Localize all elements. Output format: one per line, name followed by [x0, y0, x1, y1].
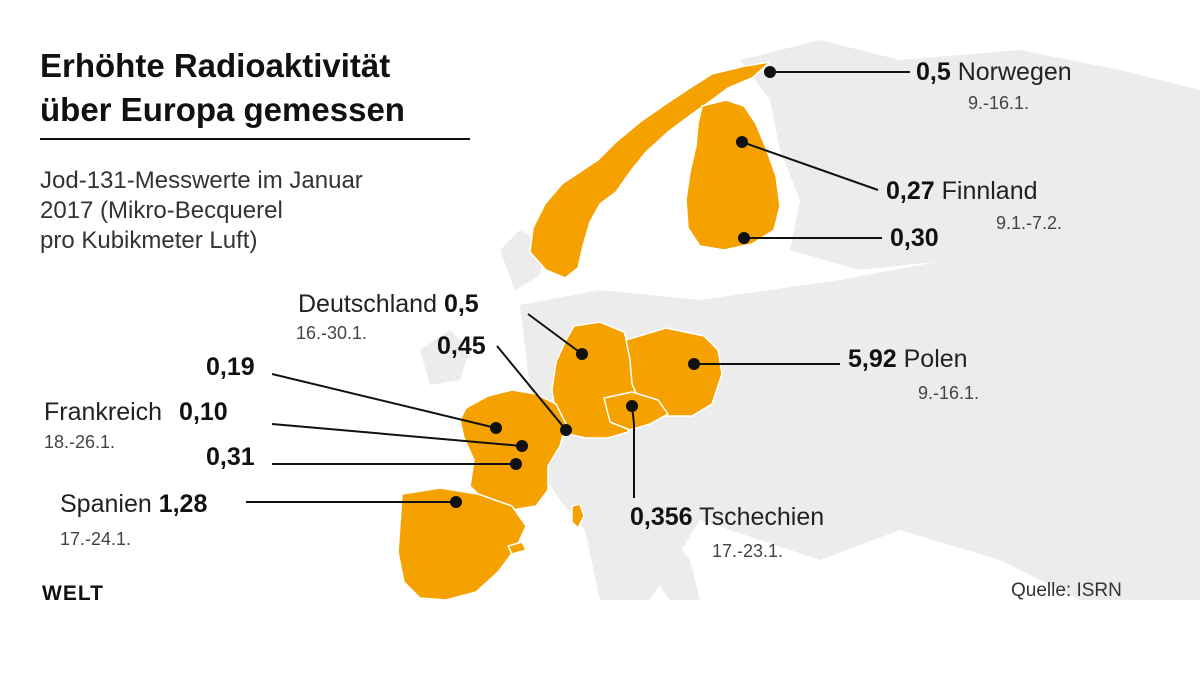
- period-poland: 9.-16.1.: [918, 383, 980, 403]
- point-poland: [688, 358, 700, 370]
- country-name-finland: Finnland: [941, 177, 1038, 205]
- title-line-2: über Europa gemessen: [40, 91, 405, 128]
- title-underline: [40, 138, 470, 140]
- welt-logo: WELT: [42, 582, 104, 605]
- country-name-czechia: Tschechien: [699, 503, 825, 531]
- leader-line-germany: [527, 313, 583, 355]
- value-finland-1: 0,27: [886, 177, 935, 205]
- period-spain: 17.-24.1.: [60, 529, 132, 549]
- label-france-3: 0,31: [206, 442, 255, 472]
- point-spain: [450, 496, 462, 508]
- point-norway: [764, 66, 776, 78]
- point-czechia: [626, 400, 638, 412]
- point-finland-2: [738, 232, 750, 244]
- point-finland-1: [736, 136, 748, 148]
- chart-title: Erhöhte Radioaktivität über Europa gemes…: [40, 44, 470, 140]
- point-france-2: [516, 440, 528, 452]
- island-corsica: [571, 503, 585, 529]
- leader-line-czechia: [631, 405, 635, 498]
- period-france: 18.-26.1.: [44, 432, 116, 452]
- leader-line-france-1: [271, 373, 497, 429]
- point-france-3: [510, 458, 522, 470]
- value-germany-2: 0,45: [437, 332, 486, 360]
- country-finland: [685, 99, 781, 251]
- country-name-poland: Polen: [903, 345, 968, 373]
- country-france: [459, 389, 567, 511]
- country-poland: [625, 327, 723, 417]
- leader-line-france-2: [271, 423, 523, 447]
- source-note: Quelle: ISRN: [1011, 580, 1122, 601]
- point-germany: [576, 348, 588, 360]
- country-norway: [529, 61, 771, 279]
- country-name-germany: Deutschland: [298, 290, 437, 318]
- highlighted-countries: [397, 61, 781, 601]
- value-france-2: 0,10: [179, 398, 228, 426]
- period-germany: 16.-30.1.: [296, 323, 368, 343]
- subtitle-line-3: pro Kubikmeter Luft): [40, 227, 258, 254]
- chart-subtitle: Jod-131-Messwerte im Januar 2017 (Mikro-…: [40, 166, 520, 256]
- title-line-1: Erhöhte Radioaktivität: [40, 47, 391, 84]
- period-norway: 9.-16.1.: [968, 93, 1030, 113]
- label-czechia: 0,356 Tschechien: [630, 502, 824, 532]
- value-finland-2: 0,30: [890, 224, 939, 252]
- label-germany-2: 0,45: [437, 331, 486, 361]
- island-balearics: [507, 541, 527, 555]
- label-germany: Deutschland 0,5: [298, 289, 479, 319]
- country-name-norway: Norwegen: [957, 58, 1072, 86]
- country-name-spain: Spanien: [60, 490, 152, 518]
- point-france-1: [490, 422, 502, 434]
- value-czechia: 0,356: [630, 503, 693, 531]
- label-finland-1: 0,27 Finnland: [886, 176, 1038, 206]
- label-finland-2: 0,30: [890, 223, 939, 253]
- period-czechia: 17.-23.1.: [712, 541, 784, 561]
- leader-lines: [246, 71, 910, 503]
- point-germany-2: [560, 424, 572, 436]
- country-name-france: Frankreich: [44, 398, 163, 426]
- value-germany: 0,5: [443, 290, 479, 318]
- label-poland: 5,92 Polen: [848, 344, 968, 374]
- leader-line-germany-2: [496, 345, 567, 431]
- country-spain: [397, 487, 527, 601]
- label-norway: 0,5 Norwegen: [916, 57, 1072, 87]
- value-france-1: 0,19: [206, 353, 255, 381]
- subtitle-line-1: Jod-131-Messwerte im Januar: [40, 167, 363, 194]
- label-france-1: 0,19: [206, 352, 255, 382]
- value-spain: 1,28: [158, 490, 208, 518]
- value-poland: 5,92: [848, 345, 897, 373]
- leader-line-finland-1: [741, 141, 879, 191]
- measurement-points: [450, 66, 776, 508]
- period-finland: 9.1.-7.2.: [996, 213, 1063, 233]
- value-france-3: 0,31: [206, 443, 255, 471]
- value-norway: 0,5: [916, 58, 951, 86]
- subtitle-line-2: 2017 (Mikro-Becquerel: [40, 197, 283, 224]
- country-czechia: [603, 391, 669, 431]
- background-land: [420, 40, 1200, 600]
- label-spain: Spanien 1,28: [60, 489, 207, 519]
- label-france-2: Frankreich 0,10: [44, 397, 228, 427]
